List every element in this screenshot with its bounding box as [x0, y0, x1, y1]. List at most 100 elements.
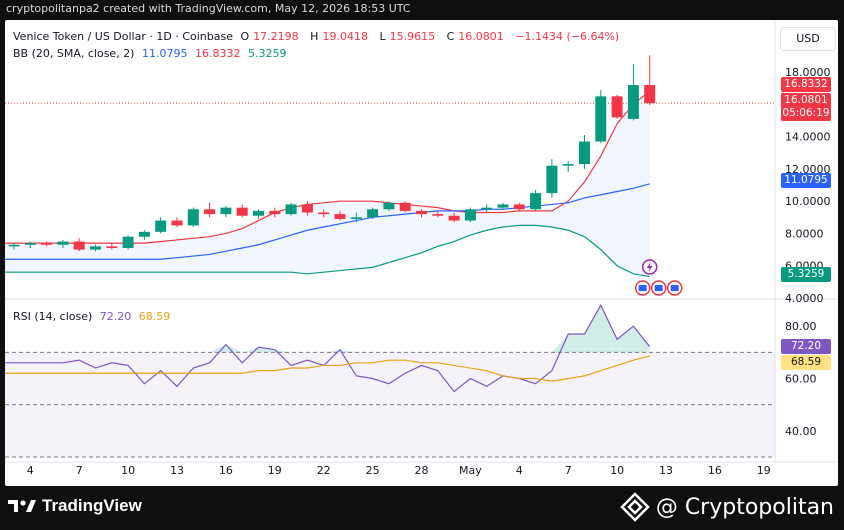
- countdown-badge: 05:06:19: [781, 106, 831, 121]
- change-value: −1.1434 (−6.64%): [515, 30, 620, 43]
- time-tick-label: 7: [565, 464, 572, 477]
- price-tick-label: 8.0000: [785, 227, 824, 240]
- candle-body: [530, 193, 542, 210]
- price-legend: Venice Token / US Dollar · 1D · Coinbase…: [13, 30, 623, 43]
- tradingview-logo: TradingView: [8, 496, 142, 516]
- rsi-tick-label: 80.00: [785, 320, 817, 333]
- publish-header: cryptopolitanpa2 created with TradingVie…: [6, 2, 411, 15]
- rsi-value: 72.20: [99, 310, 132, 323]
- candle-body: [57, 241, 69, 245]
- candle-body: [399, 202, 411, 211]
- rsi-label[interactable]: RSI (14, close): [13, 310, 93, 323]
- candle-body: [611, 96, 623, 118]
- candle-body: [236, 207, 248, 216]
- rsi-legend: RSI (14, close) 72.20 68.59: [13, 310, 174, 323]
- candle-body: [383, 202, 395, 210]
- price-tick-label: 4.0000: [785, 292, 824, 305]
- rsi-tick-label: 60.00: [785, 373, 817, 386]
- bb-lower-badge: 5.3259: [781, 267, 831, 282]
- bb-label[interactable]: BB (20, SMA, close, 2): [13, 47, 135, 60]
- candle-body: [138, 231, 150, 237]
- flag-icon: [670, 285, 679, 291]
- close-label: C: [446, 30, 455, 43]
- bb-upper-badge: 16.8332: [781, 77, 831, 92]
- candle-body: [8, 244, 20, 247]
- bb-legend: BB (20, SMA, close, 2) 11.0795 16.8332 5…: [13, 47, 290, 60]
- candle-body: [318, 212, 330, 215]
- candle-body: [269, 210, 281, 215]
- rsi-ma-line: [5, 355, 650, 382]
- candle-body: [497, 204, 509, 208]
- price-tick-label: 10.0000: [785, 195, 831, 208]
- candle-body: [513, 204, 525, 210]
- time-tick-label: 19: [268, 464, 282, 477]
- chart-window: 4.00006.00008.000010.000012.000014.00001…: [5, 20, 838, 486]
- candle-body: [204, 209, 216, 215]
- footer: TradingView @ Cryptopolitan: [0, 486, 844, 530]
- time-tick-label: 13: [170, 464, 184, 477]
- candle-body: [301, 204, 313, 213]
- cryptopolitan-wordmark: @ Cryptopolitan: [655, 494, 834, 520]
- time-tick-label: 28: [415, 464, 429, 477]
- time-tick-label: 7: [76, 464, 83, 477]
- bb-lower-value: 5.3259: [247, 47, 287, 60]
- rsi-badge: 72.20: [781, 339, 831, 354]
- event-icons: [634, 259, 683, 296]
- candle-body: [41, 243, 53, 245]
- chart-canvas[interactable]: 4.00006.00008.000010.000012.000014.00001…: [5, 20, 838, 486]
- candle-body: [579, 141, 590, 165]
- candle-body: [90, 246, 101, 250]
- time-tick-label: 22: [317, 464, 331, 477]
- price-tick-label: 18.0000: [785, 66, 831, 79]
- tradingview-icon: [8, 500, 36, 512]
- time-tick-label: 16: [219, 464, 233, 477]
- time-tick-label: May: [459, 464, 482, 477]
- candle-body: [285, 204, 297, 215]
- flag-icon: [654, 285, 663, 291]
- candle-body: [171, 220, 183, 226]
- candle-body: [253, 210, 264, 216]
- rsi-ma-badge: 68.59: [781, 355, 831, 370]
- candle-body: [24, 243, 36, 245]
- candle-body: [644, 85, 656, 104]
- bb-upper-value: 16.8332: [194, 47, 241, 60]
- candle-body: [595, 96, 607, 142]
- bb-basis-line: [5, 183, 650, 260]
- bb-band-fill: [5, 91, 650, 277]
- tradingview-wordmark: TradingView: [42, 496, 142, 515]
- high-value: 19.0418: [322, 30, 368, 43]
- candle-body: [187, 209, 199, 226]
- bb-lower-line: [5, 224, 650, 278]
- candle-body: [416, 210, 427, 215]
- price-tick-label: 14.0000: [785, 131, 831, 144]
- rsi-ma-value: 68.59: [138, 310, 171, 323]
- flag-icon: [638, 285, 647, 291]
- time-tick-label: 13: [659, 464, 673, 477]
- candle-body: [562, 164, 574, 166]
- currency-button[interactable]: USD: [780, 27, 836, 51]
- low-label: L: [379, 30, 386, 43]
- time-tick-label: 4: [516, 464, 523, 477]
- time-tick-label: 10: [610, 464, 624, 477]
- candle-body: [106, 246, 118, 248]
- symbol-label[interactable]: Venice Token / US Dollar · 1D · Coinbase: [13, 30, 233, 43]
- high-label: H: [310, 30, 319, 43]
- bb-basis-value: 11.0795: [141, 47, 188, 60]
- candle-body: [73, 241, 85, 250]
- close-value: 16.0801: [458, 30, 504, 43]
- candle-body: [220, 207, 232, 215]
- candle-body: [432, 214, 444, 216]
- time-tick-label: 4: [27, 464, 34, 477]
- time-tick-label: 10: [121, 464, 135, 477]
- open-value: 17.2198: [253, 30, 299, 43]
- bb-basis-badge: 11.0795: [781, 173, 831, 188]
- candle-body: [627, 85, 639, 119]
- candle-body: [350, 217, 362, 219]
- time-tick-label: 25: [366, 464, 380, 477]
- candle-body: [546, 165, 558, 194]
- rsi-tick-label: 40.00: [785, 425, 817, 438]
- candle-body: [448, 215, 460, 221]
- price-badge: 16.0801: [781, 93, 831, 108]
- rsi-overbought-fill: [62, 305, 650, 353]
- cryptopolitan-icon: [620, 492, 650, 522]
